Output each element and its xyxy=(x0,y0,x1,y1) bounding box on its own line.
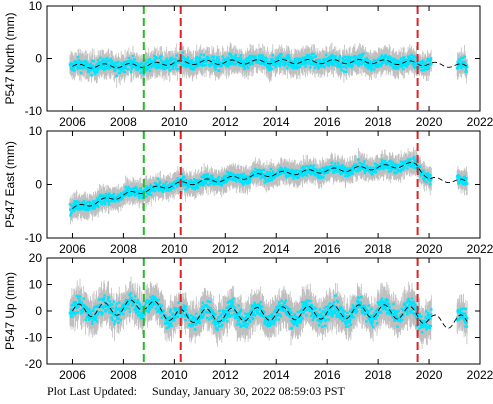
y-tick-label: 10 xyxy=(29,124,43,138)
y-tick-label: -10 xyxy=(25,331,43,345)
panel-1: 2006 2008 2010 2012 2014 2016 2018 2020 2022 -10 0… xyxy=(3,124,493,256)
y-tick-label: 10 xyxy=(29,0,43,13)
y-axis-label: P547 Up (mm) xyxy=(3,272,17,350)
x-tick-label: 2010 xyxy=(161,115,188,129)
data-points xyxy=(68,51,469,78)
x-tick-label: 2016 xyxy=(314,115,341,129)
x-tick-label: 2010 xyxy=(161,368,188,382)
x-tick-label: 2008 xyxy=(110,115,137,129)
x-tick-label: 2022 xyxy=(467,368,493,382)
x-tick-label: 2012 xyxy=(212,368,239,382)
panel-0: 2006 2008 2010 2012 2014 2016 2018 2020 2022 -10 0… xyxy=(3,0,493,129)
x-tick-label: 2012 xyxy=(212,242,239,256)
y-tick-label: 20 xyxy=(29,251,43,265)
trend-line xyxy=(72,299,468,329)
x-tick-label: 2014 xyxy=(263,368,290,382)
x-tick-label: 2010 xyxy=(161,242,188,256)
panel-2: 2006 2008 2010 2012 2014 2016 2018 2020 2022-20-… xyxy=(3,251,493,382)
y-axis-label: P547 East (mm) xyxy=(3,141,17,228)
y-tick-label: -20 xyxy=(25,357,43,371)
x-tick-label: 2012 xyxy=(212,115,239,129)
panel-0-data xyxy=(68,42,469,88)
x-tick-label: 2018 xyxy=(365,242,392,256)
y-tick-label: 0 xyxy=(35,304,42,318)
x-tick-label: 2016 xyxy=(314,368,341,382)
plot-footer: Plot Last Updated: Sunday, January 30, 2… xyxy=(0,384,493,399)
y-tick-label: -10 xyxy=(25,231,43,245)
x-tick-label: 2008 xyxy=(110,368,137,382)
x-tick-label: 2020 xyxy=(416,115,443,129)
trend-line xyxy=(72,162,468,209)
x-tick-label: 2018 xyxy=(365,368,392,382)
x-tick-label: 2006 xyxy=(59,242,86,256)
x-tick-label: 2014 xyxy=(263,242,290,256)
footer-timestamp: Sunday, January 30, 2022 08:59:03 PST xyxy=(152,384,345,398)
x-tick-label: 2018 xyxy=(365,115,392,129)
x-tick-label: 2020 xyxy=(416,368,443,382)
x-tick-label: 2016 xyxy=(314,242,341,256)
y-axis-label: P547 North (mm) xyxy=(3,12,17,104)
footer-label: Plot Last Updated: xyxy=(47,384,137,398)
x-tick-label: 2014 xyxy=(263,115,290,129)
y-tick-label: 0 xyxy=(35,178,42,192)
x-tick-label: 2022 xyxy=(467,242,493,256)
x-tick-label: 2006 xyxy=(59,368,86,382)
data-points xyxy=(68,292,469,334)
y-tick-label: -10 xyxy=(25,104,43,118)
x-tick-label: 2008 xyxy=(110,242,137,256)
trend-line xyxy=(72,59,468,69)
panel-2-data xyxy=(68,276,469,349)
x-tick-label: 2006 xyxy=(59,115,86,129)
x-tick-label: 2020 xyxy=(416,242,443,256)
x-tick-label: 2022 xyxy=(467,115,493,129)
panel-1-data xyxy=(68,146,469,225)
y-tick-label: 0 xyxy=(35,52,42,66)
data-points xyxy=(68,156,469,217)
y-tick-label: 10 xyxy=(29,278,43,292)
